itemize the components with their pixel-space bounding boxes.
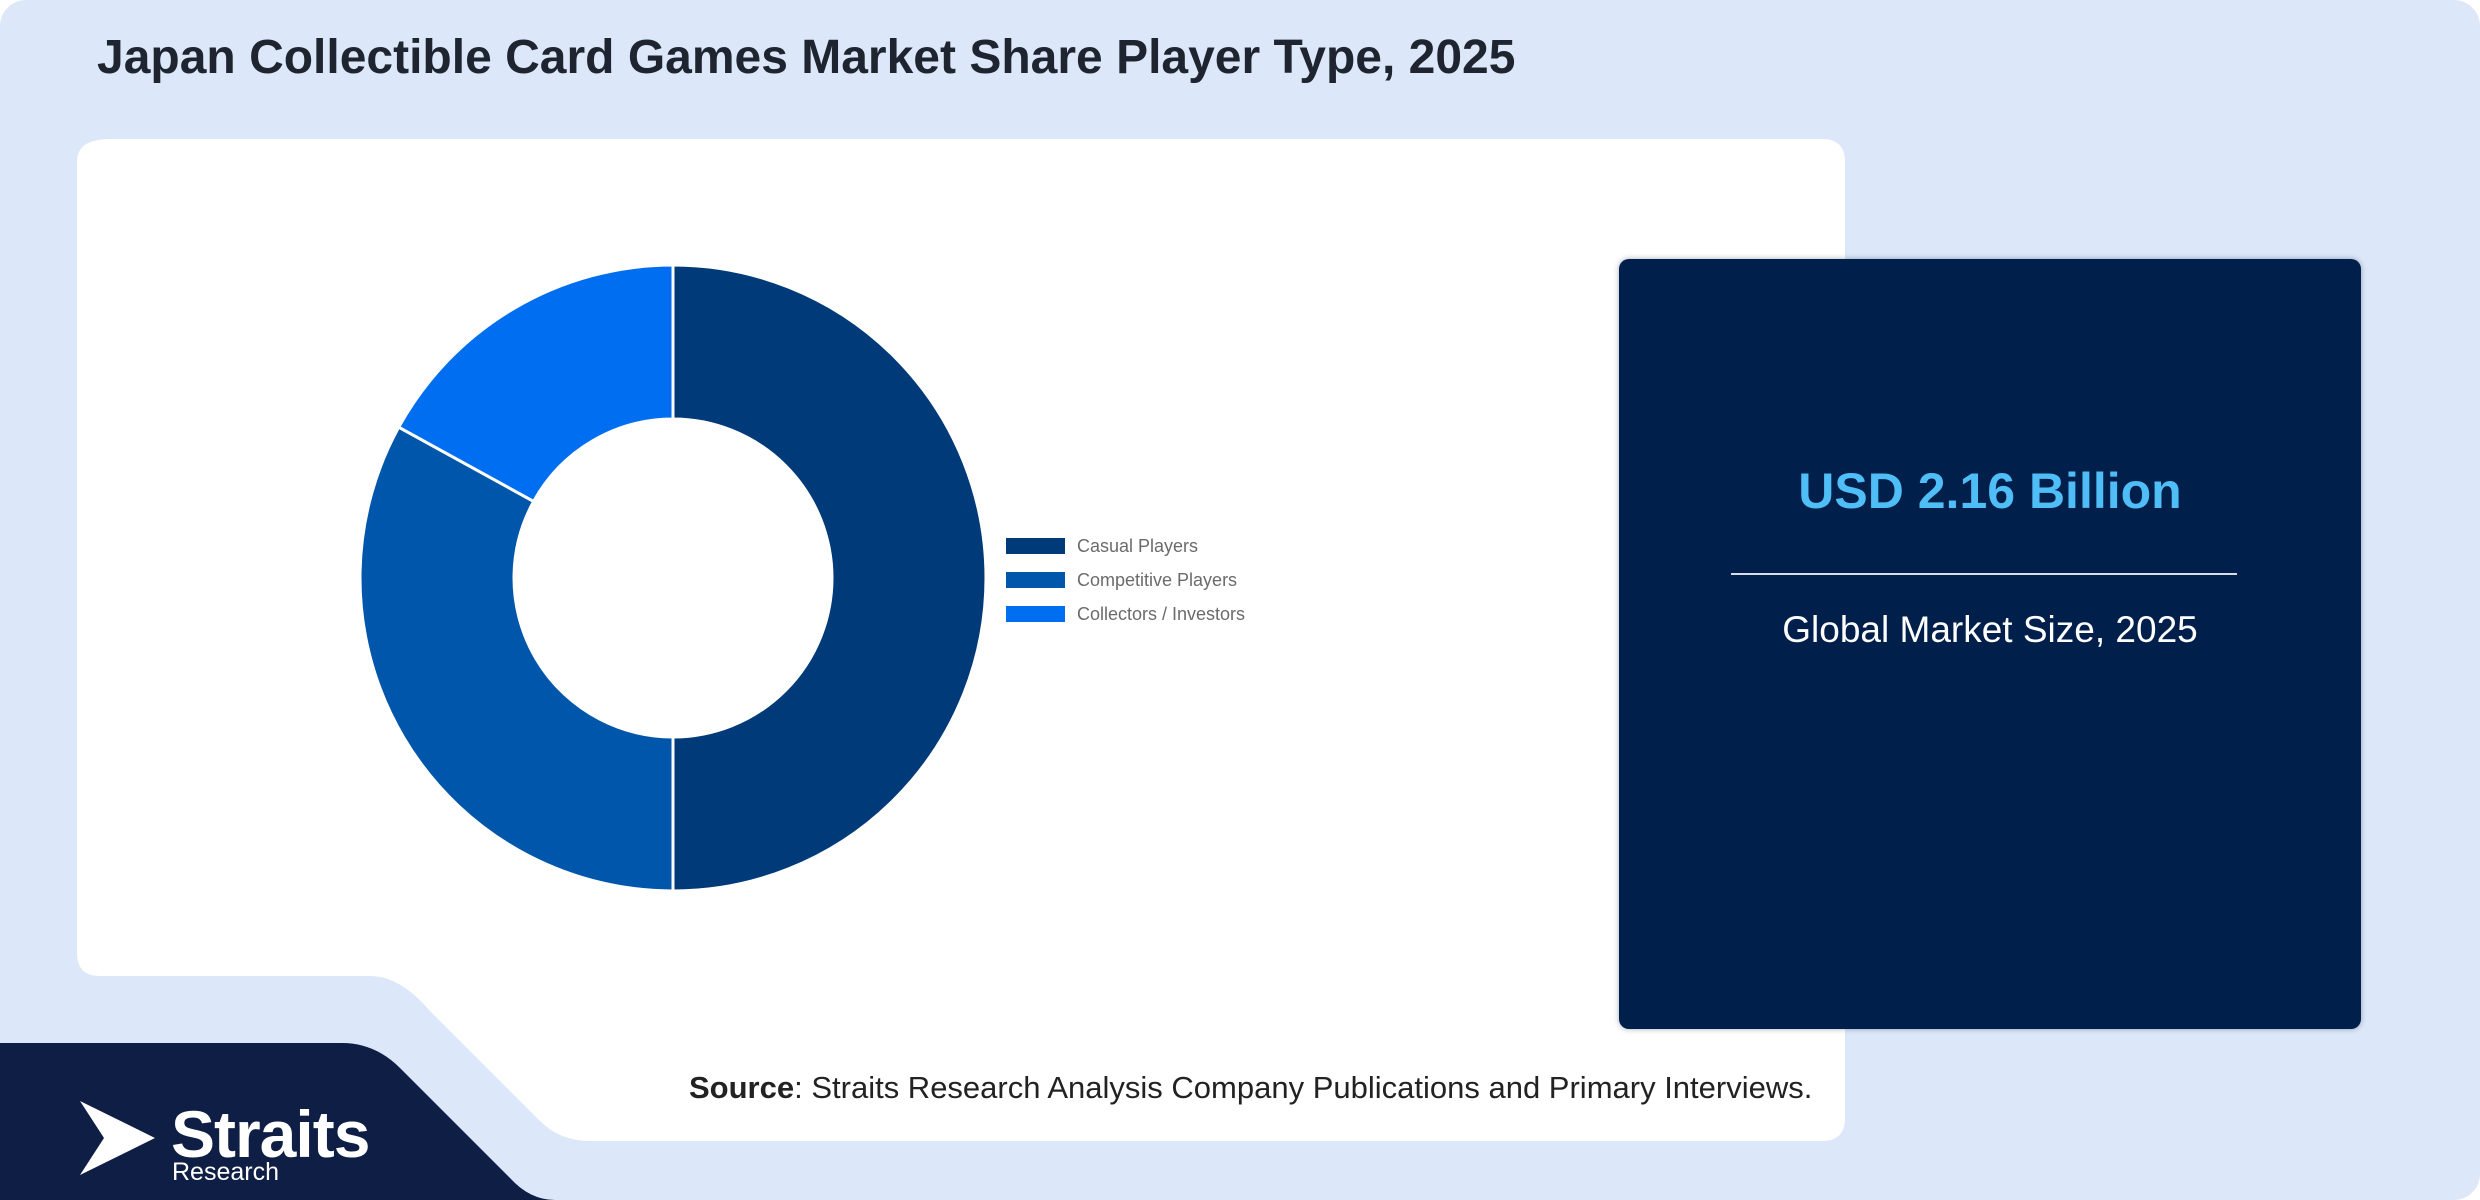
- donut-slice-casual-players: [671, 263, 988, 893]
- logo-name: Straits: [171, 1097, 370, 1171]
- legend-item-casual-players: Casual Players: [1006, 529, 1245, 563]
- chart-legend: Casual Players Competitive Players Collect…: [1006, 529, 1245, 631]
- footer-band: [0, 1043, 555, 1200]
- source-label: Source: [689, 1070, 795, 1105]
- legend-item-collectors-investors: Collectors / Investors: [1006, 597, 1245, 631]
- market-size-value: USD 2.16 Billion: [1798, 463, 2182, 519]
- donut-slice-competitive-players: [358, 425, 675, 893]
- legend-item-competitive-players: Competitive Players: [1006, 563, 1245, 597]
- legend-swatch: [1006, 538, 1065, 554]
- legend-label: Collectors / Investors: [1077, 603, 1246, 624]
- legend-label: Casual Players: [1077, 535, 1199, 556]
- source-text: : Straits Research Analysis Company Publ…: [794, 1070, 1813, 1105]
- card-divider: [1731, 573, 2237, 575]
- donut-slice-collectors-investors: [396, 263, 675, 504]
- source-note: Source: Straits Research Analysis Compan…: [689, 1070, 1812, 1106]
- page-title: Japan Collectible Card Games Market Shar…: [97, 31, 1516, 84]
- market-size-caption: Global Market Size, 2025: [1782, 609, 2198, 650]
- legend-label: Competitive Players: [1077, 569, 1238, 590]
- straits-logo-icon: [80, 1101, 155, 1175]
- market-size-card: USD 2.16 Billion Global Market Size, 202…: [1619, 259, 2361, 1029]
- legend-swatch: [1006, 606, 1065, 622]
- logo-sub: Research: [172, 1158, 279, 1186]
- legend-swatch: [1006, 572, 1065, 588]
